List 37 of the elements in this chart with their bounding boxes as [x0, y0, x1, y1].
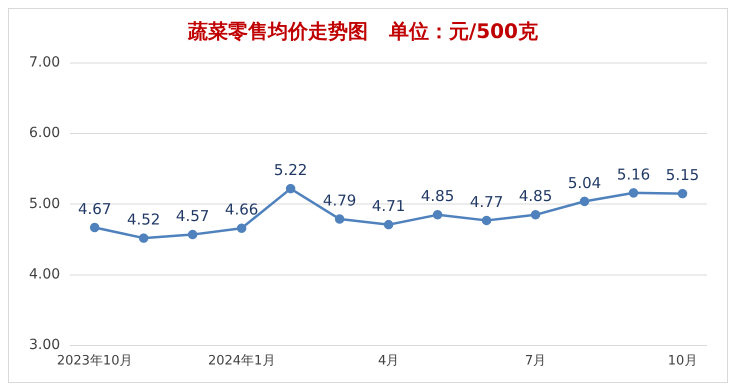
point: [286, 184, 296, 194]
data-label: 4.66: [224, 200, 258, 219]
x-tick-label: 4月: [378, 354, 400, 369]
point: [530, 210, 540, 220]
data-label: 4.57: [176, 206, 210, 225]
point: [334, 214, 344, 224]
y-tick-label: 3.00: [29, 337, 60, 354]
y-tick-label: 7.00: [29, 54, 60, 71]
data-label: 4.52: [126, 210, 160, 228]
data-label: 5.22: [274, 161, 308, 180]
point: [188, 230, 198, 240]
x-tick-label: 2023年10月: [56, 354, 132, 369]
point: [678, 188, 688, 198]
data-label: 5.15: [666, 166, 700, 184]
data-label: 4.77: [470, 192, 504, 211]
data-label: 4.67: [78, 200, 112, 218]
x-tick-label: 10月: [668, 354, 698, 369]
point: [628, 188, 638, 198]
data-label: 4.85: [518, 187, 552, 206]
point: [580, 196, 590, 206]
point: [90, 222, 100, 232]
y-tick-label: 4.00: [29, 266, 60, 282]
point: [384, 220, 394, 230]
data-label: 5.16: [616, 165, 650, 184]
data-label: 5.04: [568, 174, 602, 192]
data-label: 4.79: [322, 191, 356, 210]
point: [236, 223, 246, 233]
data-label: 4.71: [372, 197, 406, 216]
chart-title: 蔬菜零售均价走势图 单位：元/500克: [187, 19, 538, 44]
x-tick-label: 7月: [524, 354, 546, 369]
point: [138, 233, 148, 243]
y-tick-label: 5.00: [29, 196, 60, 212]
y-tick-label: 6.00: [29, 125, 60, 142]
x-tick-label: 2024年1月: [208, 354, 276, 369]
data-label: 4.85: [420, 187, 454, 206]
point: [482, 216, 492, 226]
point: [432, 210, 442, 220]
